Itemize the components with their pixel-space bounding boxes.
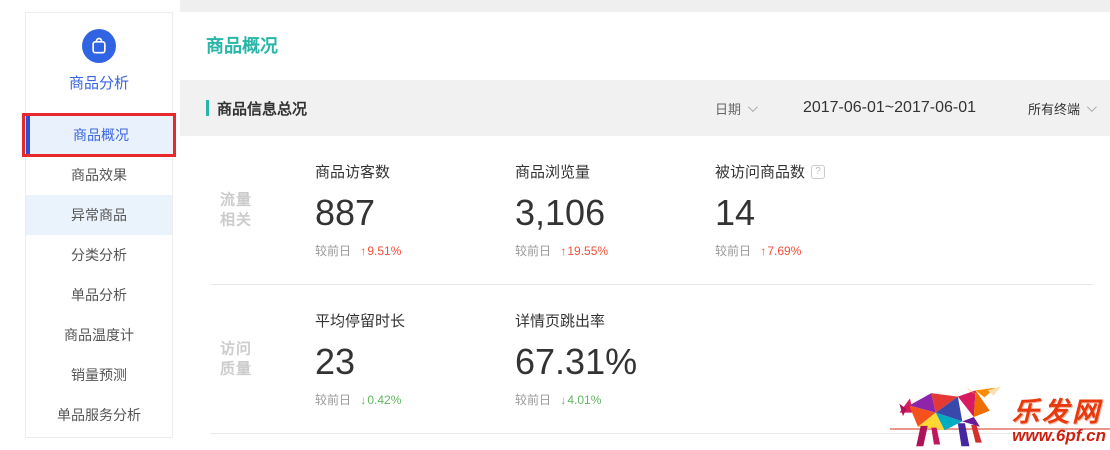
chevron-down-icon — [747, 101, 758, 112]
section-title: 商品信息总况 — [217, 100, 308, 118]
arrow-down-icon: ↓ — [560, 393, 567, 407]
group-label-visit-quality: 访问 质量 — [220, 340, 253, 378]
chevron-down-icon — [1086, 101, 1097, 112]
product-bag-icon — [82, 29, 116, 63]
metric-compare: 较前日 ↑9.51% — [315, 244, 402, 258]
metric-compare: 较前日 ↓4.01% — [515, 393, 602, 407]
metric-product-visitors: 商品访客数 887 较前日 ↑9.51% — [315, 136, 515, 259]
terminal-dropdown[interactable]: 所有终端 — [1027, 99, 1097, 118]
metric-value: 67.31% — [515, 341, 638, 382]
date-type-dropdown[interactable]: 日期 — [714, 99, 758, 118]
arrow-down-icon: ↓ — [360, 393, 367, 407]
sidebar-menu: 商品概况 商品效果 异常商品 分类分析 单品分析 商品温度计 销量预测 单品服务… — [22, 113, 176, 435]
metric-row-traffic: 流量 相关 商品访客数 887 较前日 ↑9.51% 商品浏览量 3,106 较… — [180, 136, 1110, 284]
metric-value: 23 — [315, 341, 356, 382]
group-label-traffic: 流量 相关 — [220, 191, 253, 229]
section-header: 商品信息总况 日期 2017-06-01~2017-06-01 所有终端 — [180, 80, 1110, 136]
row-divider — [210, 284, 1094, 285]
sidebar-item-product-thermometer[interactable]: 商品温度计 — [64, 327, 134, 343]
metric-label: 详情页跳出率 — [515, 313, 606, 330]
metric-row-visit-quality: 访问 质量 平均停留时长 23 较前日 ↓0.42% 详情页跳出率 67.31%… — [180, 285, 1110, 433]
sidebar-item-single-item-analysis[interactable]: 单品分析 — [71, 287, 127, 303]
sidebar-item-single-item-service[interactable]: 单品服务分析 — [57, 407, 141, 423]
main-panel: 商品概况 商品信息总况 日期 2017-06-01~2017-06-01 所有终… — [180, 12, 1110, 450]
metric-avg-stay-time: 平均停留时长 23 较前日 ↓0.42% — [315, 285, 515, 408]
sidebar-item-product-effect[interactable]: 商品效果 — [71, 167, 127, 183]
arrow-up-icon: ↑ — [760, 244, 767, 258]
page-background-strip — [180, 0, 1110, 12]
metric-compare: 较前日 ↓0.42% — [315, 393, 402, 407]
metric-compare: 较前日 ↑7.69% — [715, 244, 802, 258]
sidebar: 商品分析 商品概况 商品效果 异常商品 分类分析 单品分析 商品温度计 销量预测… — [22, 12, 176, 438]
sidebar-item-product-overview[interactable]: 商品概况 — [26, 115, 172, 155]
metric-label: 商品访客数 — [315, 164, 391, 181]
sidebar-item-category-analysis[interactable]: 分类分析 — [71, 247, 127, 263]
metric-label: 平均停留时长 — [315, 313, 406, 330]
terminal-label: 所有终端 — [1027, 101, 1080, 117]
page-title: 商品概况 — [206, 36, 278, 56]
date-type-label: 日期 — [714, 101, 741, 117]
arrow-up-icon: ↑ — [560, 244, 567, 258]
metric-visited-products: 被访问商品数 ? 14 较前日 ↑7.69% — [715, 136, 915, 259]
sidebar-section-title: 商品分析 — [68, 75, 129, 92]
section-accent-bar — [206, 100, 209, 116]
sidebar-header: 商品分析 — [26, 13, 172, 93]
metric-detail-bounce-rate: 详情页跳出率 67.31% 较前日 ↓4.01% — [515, 285, 715, 408]
metric-label: 商品浏览量 — [515, 164, 591, 181]
metric-value: 887 — [315, 192, 376, 233]
metric-value: 14 — [715, 192, 756, 233]
date-range-picker[interactable]: 2017-06-01~2017-06-01 — [802, 99, 976, 116]
metric-label: 被访问商品数 ? — [715, 161, 915, 182]
metric-compare: 较前日 ↑19.55% — [515, 244, 609, 258]
arrow-up-icon: ↑ — [360, 244, 367, 258]
metric-product-pageviews: 商品浏览量 3,106 较前日 ↑19.55% — [515, 136, 715, 259]
metric-value: 3,106 — [515, 192, 606, 233]
sidebar-item-sales-forecast[interactable]: 销量预测 — [71, 367, 127, 383]
bottom-divider — [210, 433, 1094, 434]
help-icon[interactable]: ? — [811, 164, 826, 179]
sidebar-item-abnormal-products[interactable]: 异常商品 — [26, 195, 172, 235]
